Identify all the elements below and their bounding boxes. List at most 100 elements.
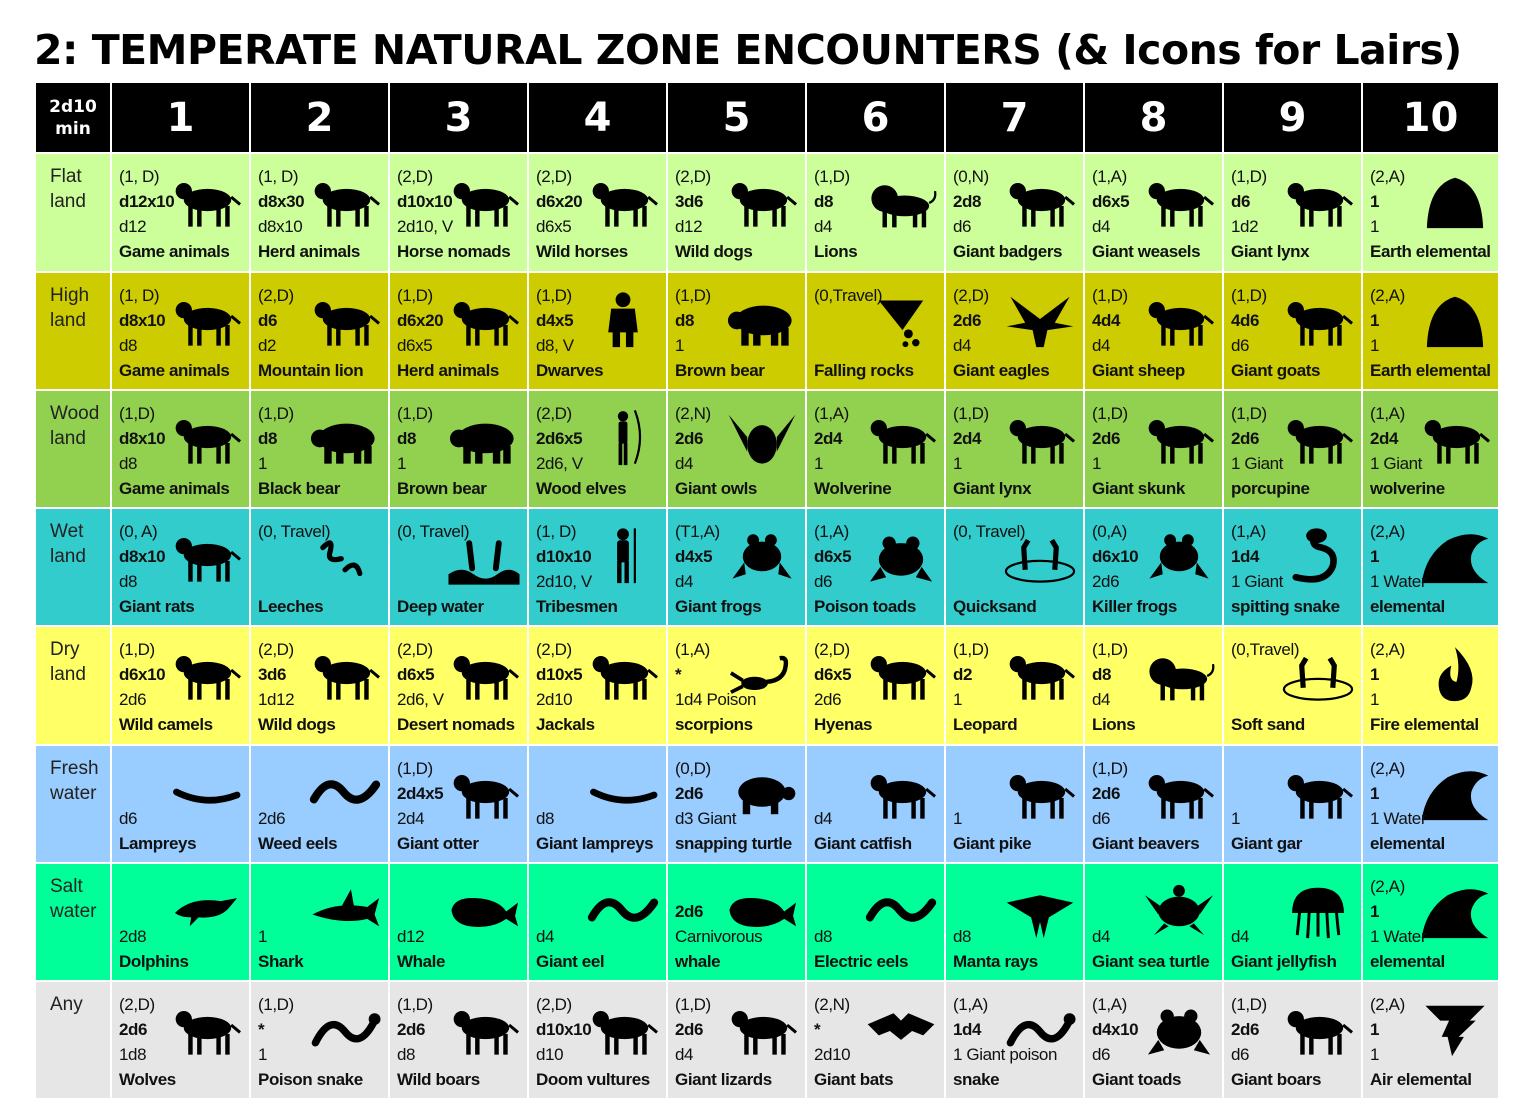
creature-name: elemental (1370, 597, 1445, 616)
lair-number: d6 (1231, 336, 1250, 355)
encounter-cell: (0,D) 2d6 d3 Giant snapping turtle (668, 746, 805, 862)
encounter-code: (2,D) (953, 286, 989, 305)
creature-name: Giant beavers (1092, 834, 1200, 853)
encounter-cell: (1,D) 2d6 d8 Wild boars (390, 982, 527, 1098)
lair-number: 1 (953, 690, 963, 709)
encounter-cell: (0, Travel) Leeches (251, 509, 388, 625)
column-header-10: 10 (1363, 83, 1498, 152)
encounter-code: (1,D) (536, 286, 572, 305)
elf-archer-icon (586, 405, 660, 469)
creature-name: Soft sand (1231, 715, 1305, 734)
antelope-icon (169, 168, 243, 232)
ram-icon (1142, 287, 1216, 351)
row-label: Fresh water (36, 746, 110, 862)
encounter-cell: (1, D) d10x10 2d10, V Tribesmen (529, 509, 666, 625)
number-appearing: d2 (953, 665, 973, 684)
row-label: Wood land (36, 391, 110, 507)
encounter-code: (1,D) (258, 404, 294, 423)
lair-number: d6x5 (397, 336, 433, 355)
dwarf-icon (586, 287, 660, 351)
scorpion-icon (725, 641, 799, 705)
encounter-cell: d8 Electric eels (807, 864, 944, 980)
lair-number: d8 (119, 336, 138, 355)
number-appearing: d6x5 (814, 547, 852, 566)
encounter-cell: (1,D) d6x20 d6x5 Herd animals (390, 273, 527, 389)
lair-number: 1d2 (1231, 217, 1259, 236)
wolverine-icon (1418, 405, 1492, 469)
number-appearing: 2d4 (814, 429, 843, 448)
lair-number: d12 (119, 217, 147, 236)
camel-rider-icon (447, 641, 521, 705)
creature-name: Game animals (119, 242, 230, 261)
encounter-code: (1,D) (119, 640, 155, 659)
creature-name: spitting snake (1231, 597, 1340, 616)
creature-name: Brown bear (397, 479, 487, 498)
toad-icon (1142, 996, 1216, 1060)
creature-name: Giant toads (1092, 1070, 1182, 1089)
encounter-code: (1,D) (1231, 167, 1267, 186)
encounter-code: (1,D) (953, 404, 989, 423)
manta-ray-icon (1003, 878, 1077, 942)
lair-number: d2 (258, 336, 277, 355)
number-appearing: d8x10 (119, 547, 166, 566)
creature-name: Giant frogs (675, 597, 762, 616)
number-appearing: d8 (1092, 665, 1112, 684)
encounter-cell: 2d8 Dolphins (112, 864, 249, 980)
lair-number: d8x10 (258, 217, 303, 236)
encounter-code: (0,Travel) (814, 286, 883, 305)
creature-name: Air elemental (1370, 1070, 1472, 1089)
number-appearing: d6x5 (1092, 192, 1130, 211)
encounter-code: (1,D) (1092, 404, 1128, 423)
encounter-code: (2,A) (1370, 995, 1405, 1014)
wolf-icon (169, 996, 243, 1060)
encounter-code: (2,D) (675, 167, 711, 186)
number-appearing: d8 (814, 192, 834, 211)
encounter-cell: (2,D) d10x10 d10 Doom vultures (529, 982, 666, 1098)
lair-number: d4 (1092, 217, 1111, 236)
header-corner-top: 2d10 (49, 96, 97, 117)
creature-name: Wild dogs (675, 242, 753, 261)
creature-name: Black bear (258, 479, 340, 498)
number-appearing: d8x30 (258, 192, 305, 211)
creature-name: Herd animals (258, 242, 360, 261)
badger-icon (1003, 168, 1077, 232)
encounter-cell: d4 Giant eel (529, 864, 666, 980)
encounter-code: (0, Travel) (953, 522, 1026, 541)
snake-icon (308, 996, 382, 1060)
encounter-code: (2,D) (536, 404, 572, 423)
encounter-cell: (0,Travel) Falling rocks (807, 273, 944, 389)
encounter-cell: (1,A) 2d4 1 Giant wolverine (1363, 391, 1498, 507)
encounter-code: (2,N) (814, 995, 850, 1014)
lair-number: 1 (258, 1045, 268, 1064)
creature-name: Hyenas (814, 715, 873, 734)
creature-name: Deep water (397, 597, 484, 616)
encounter-cell: (2,A) 1 1 Water elemental (1363, 864, 1498, 980)
encounter-cell: (1, D) d12x10 d12 Game animals (112, 154, 249, 271)
encounter-cell: (2,D) d6x5 2d6 Hyenas (807, 627, 944, 744)
encounter-cell: (T1,A) d4x5 d4 Giant frogs (668, 509, 805, 625)
number-appearing: d8 (675, 311, 695, 330)
encounter-cell: (1,A) d6x5 d4 Giant weasels (1085, 154, 1222, 271)
number-appearing: d8 (258, 429, 278, 448)
encounter-cell: (1,D) 4d6 d6 Giant goats (1224, 273, 1361, 389)
creature-name: Giant bats (814, 1070, 894, 1089)
creature-name: scorpions (675, 715, 753, 734)
lair-number: d8 (814, 927, 833, 946)
number-appearing: 2d6x5 (536, 429, 583, 448)
encounter-code: (2,D) (814, 640, 850, 659)
encounter-code: (0,A) (1092, 522, 1127, 541)
leopard-icon (1003, 641, 1077, 705)
encounter-cell: (1,D) * 1 Poison snake (251, 982, 388, 1098)
lair-number: 2d10, V (397, 217, 453, 236)
frog-icon (725, 523, 799, 587)
encounter-code: (1,D) (397, 404, 433, 423)
lair-number: d8 (119, 454, 138, 473)
number-appearing: 1d4 (953, 1020, 982, 1039)
lair-number: d4 (1231, 927, 1250, 946)
encounter-code: (0,D) (675, 759, 711, 778)
number-appearing: d10x10 (536, 547, 592, 566)
creature-name: Giant sheep (1092, 361, 1185, 380)
encounter-code: (2,A) (1370, 286, 1405, 305)
encounter-code: (0, A) (119, 522, 158, 541)
number-appearing: d6x10 (1092, 547, 1139, 566)
